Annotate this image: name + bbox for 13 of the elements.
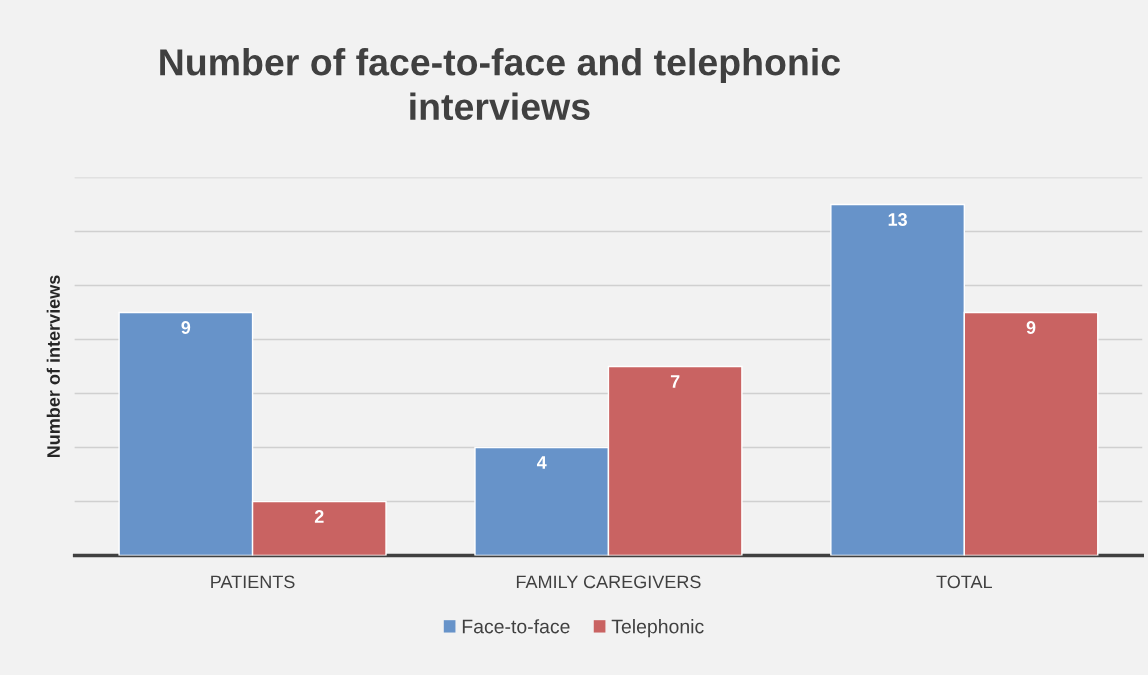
data-label: 9	[181, 321, 191, 334]
y-axis-title: Number of interviews	[46, 275, 60, 458]
chart-title: Number of face-to-face and telephonic interviews	[160, 48, 841, 121]
x-tick-label: TOTAL	[936, 575, 992, 589]
data-label: 2	[314, 510, 324, 523]
data-label: 13	[888, 213, 907, 226]
data-label: 4	[536, 456, 547, 469]
x-tick-label: FAMILY CAREGIVERS	[516, 575, 701, 589]
data-label: 7	[670, 375, 680, 388]
legend-label: Telephonic	[611, 619, 704, 638]
x-tick-label: PATIENTS	[211, 575, 295, 589]
data-label: 9	[1026, 321, 1036, 334]
legend-label: Face-to-face	[462, 619, 570, 634]
